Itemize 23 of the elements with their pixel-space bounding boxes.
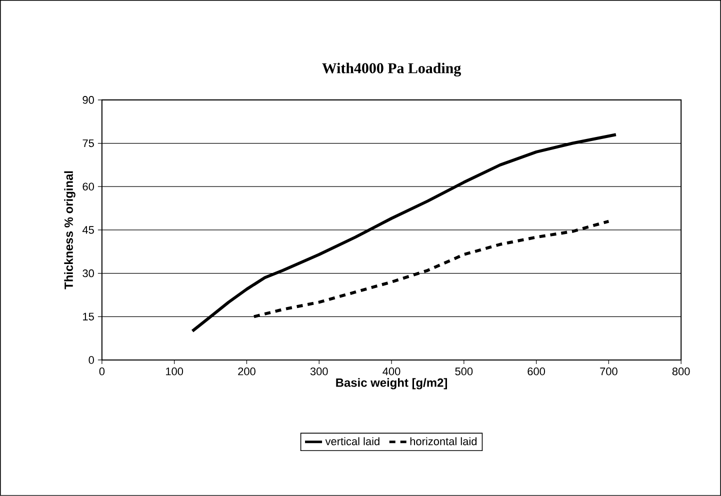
- y-tick-label: 60: [82, 182, 94, 191]
- y-tick-label: 15: [83, 312, 94, 320]
- x-tick-label: 400: [382, 368, 400, 376]
- x-tick-label: 800: [672, 368, 690, 376]
- x-tick-label: 100: [166, 368, 184, 376]
- line-series: [252, 220, 610, 318]
- x-axis-title: Basic weight [g/m2]: [336, 378, 447, 390]
- y-axis-title: Thickness % original: [64, 171, 76, 290]
- x-tick-label: 600: [528, 368, 546, 376]
- y-tick-label: 30: [82, 269, 94, 278]
- y-tick-label: 0: [88, 356, 94, 364]
- x-tick-label: 700: [600, 368, 618, 376]
- chart-title: With4000 Pa Loading: [322, 62, 461, 76]
- legend-label: horizontal laid: [410, 437, 477, 446]
- x-tick-label: 200: [238, 368, 256, 376]
- x-tick-label: 0: [99, 368, 105, 376]
- x-tick-label: 500: [455, 368, 473, 376]
- x-tick-label: 300: [310, 368, 328, 376]
- y-tick-label: 75: [82, 139, 94, 148]
- legend-label: vertical laid: [325, 437, 380, 446]
- line-series: [190, 133, 618, 333]
- y-tick-label: 90: [82, 96, 94, 104]
- y-tick-label: 45: [82, 226, 94, 234]
